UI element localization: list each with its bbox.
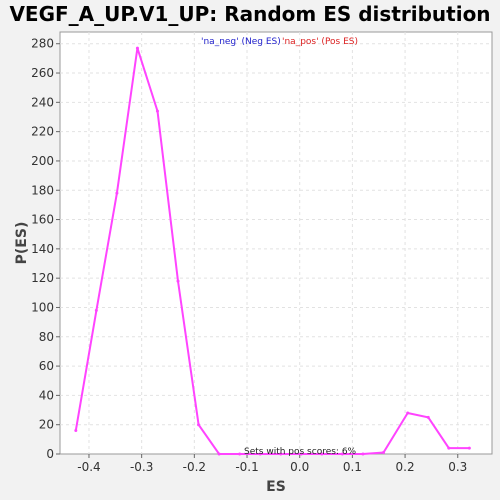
x-tick-label: -0.1 (235, 460, 258, 474)
y-tick-label: 280 (31, 37, 54, 51)
data-point (447, 446, 451, 450)
data-point (361, 452, 365, 456)
data-point (381, 451, 385, 455)
data-point (135, 46, 139, 50)
grid-lines (60, 32, 492, 454)
data-point (155, 109, 159, 113)
x-tick-label: 0.2 (396, 460, 415, 474)
x-tick-label: -0.3 (130, 460, 153, 474)
y-tick-label: 160 (31, 213, 54, 227)
y-tick-label: 20 (39, 418, 54, 432)
y-tick-label: 240 (31, 95, 54, 109)
data-point (406, 411, 410, 415)
data-point (176, 279, 180, 283)
data-point (217, 452, 221, 456)
y-tick-label: 220 (31, 125, 54, 139)
data-point (94, 308, 98, 312)
x-tick-label: 0.1 (343, 460, 362, 474)
data-point (467, 446, 471, 450)
y-tick-label: 40 (39, 388, 54, 402)
y-tick-label: 80 (39, 330, 54, 344)
x-tick-label: 0.0 (290, 460, 309, 474)
x-axis-title: ES (266, 479, 286, 495)
legend-entry-neg: 'na_neg' (Neg ES) (201, 37, 281, 47)
x-tick-label: -0.4 (77, 460, 100, 474)
plot-area (59, 31, 493, 455)
series-line (74, 47, 470, 455)
y-tick-label: 0 (46, 447, 54, 461)
series-layer (74, 46, 471, 456)
y-tick-label: 60 (39, 359, 54, 373)
data-point (279, 452, 283, 456)
data-point (320, 452, 324, 456)
data-point (115, 191, 119, 195)
data-point (258, 452, 262, 456)
y-tick-label: 260 (31, 66, 54, 80)
data-point (74, 429, 78, 433)
legend: 'na_neg' (Neg ES) 'na_pos' (Pos ES) (201, 37, 358, 47)
legend-entry-pos: 'na_pos' (Pos ES) (282, 37, 358, 47)
data-point (197, 423, 201, 427)
y-tick-label: 200 (31, 154, 54, 168)
data-point (238, 452, 242, 456)
x-tick-label: -0.2 (183, 460, 206, 474)
y-tick-label: 100 (31, 300, 54, 314)
data-point (340, 452, 344, 456)
annotation-pos-scores: Sets with pos scores: 6% (244, 447, 357, 457)
x-tick-label: 0.3 (448, 460, 467, 474)
y-tick-label: 180 (31, 183, 54, 197)
y-tick-label: 140 (31, 242, 54, 256)
y-tick-label: 120 (31, 271, 54, 285)
y-axis-title: P(ES) (14, 222, 30, 265)
data-point (426, 415, 430, 419)
axes: 0 20 40 60 80 100 120 140 160 180 200 220 240 260 280 -… (31, 37, 467, 474)
chart-title: VEGF_A_UP.V1_UP: Random ES distribution (9, 2, 491, 26)
data-point (299, 452, 303, 456)
